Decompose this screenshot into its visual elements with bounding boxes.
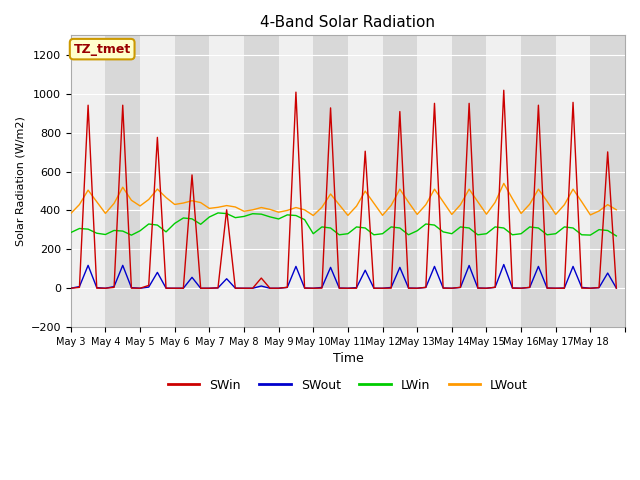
LWin [422,221,429,227]
LWin [612,233,620,239]
Line: LWout: LWout [71,183,616,216]
SWin [67,286,75,291]
LWin [301,216,308,222]
Bar [452,36,486,327]
LWin [67,230,75,236]
LWin [379,231,387,237]
SWout [612,285,620,291]
SWin [335,285,343,291]
Bar [175,36,209,327]
Bar [106,36,140,327]
SWout [413,286,421,291]
SWin [500,87,508,93]
LWout [500,180,508,186]
SWin [422,285,429,290]
SWin [292,89,300,95]
SWout [370,285,378,291]
SWin [612,285,620,291]
SWout [500,262,508,267]
Y-axis label: Solar Radiation (W/m2): Solar Radiation (W/m2) [15,116,25,246]
Bar [383,36,417,327]
LWout [292,204,300,210]
SWout [292,264,300,269]
LWout [67,211,75,216]
LWin [136,228,144,234]
SWin [136,286,144,291]
LWout [309,213,317,218]
Bar [313,36,348,327]
LWin [431,222,438,228]
Line: LWin: LWin [71,213,616,236]
SWout [67,286,75,291]
SWout [335,285,343,291]
Line: SWout: SWout [71,264,616,288]
Legend: SWin, SWout, LWin, LWout: SWin, SWout, LWin, LWout [163,374,533,397]
Bar [244,36,278,327]
LWout [612,207,620,213]
LWout [431,186,438,192]
SWout [136,286,144,291]
LWout [379,213,387,218]
LWout [136,203,144,209]
Bar [521,36,556,327]
LWin [344,231,352,237]
SWout [422,285,429,290]
X-axis label: Time: Time [333,352,364,365]
LWout [422,202,429,208]
Title: 4-Band Solar Radiation: 4-Band Solar Radiation [260,15,435,30]
SWin [370,286,378,291]
Text: TZ_tmet: TZ_tmet [74,43,131,56]
Line: SWin: SWin [71,90,616,288]
LWin [214,210,222,216]
SWin [413,286,421,291]
LWout [344,213,352,218]
Bar [590,36,625,327]
